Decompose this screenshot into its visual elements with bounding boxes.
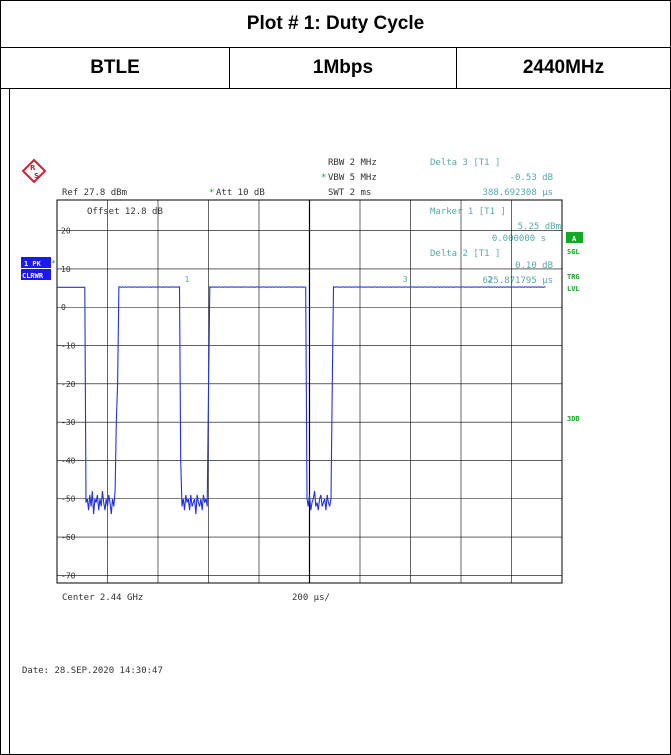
3db-label: 3DB — [567, 415, 580, 423]
y-tick-label: -10 — [61, 342, 76, 351]
rate-cell: 1Mbps — [230, 48, 457, 88]
trace-star: * — [51, 259, 56, 268]
marker1-time: 0.000000 s — [492, 234, 546, 244]
y-tick-label: 20 — [61, 227, 71, 236]
svg-text:S: S — [34, 172, 39, 180]
y-tick-label: 0 — [61, 303, 66, 312]
plot-title: Plot # 1: Duty Cycle — [1, 1, 670, 48]
y-tick-label: 10 — [61, 265, 71, 274]
y-tick-label: -40 — [61, 456, 76, 465]
trace-badge: 1 PK — [24, 260, 42, 268]
marker1-label: Marker 1 [T1 ] — [430, 207, 506, 217]
y-tick-label: -20 — [61, 380, 76, 389]
rbw-label: RBW 2 MHz — [328, 158, 377, 168]
trace-mode-bg — [21, 269, 51, 280]
marker-label: 1 — [185, 275, 190, 284]
trg-label: TRG — [567, 273, 580, 281]
trace-mode: CLRWR — [22, 272, 44, 280]
att-star: * — [209, 188, 214, 198]
plot-area: 20 10 0 -10 -20 -30 -40 -50 -60 -70 1 2 3 Offset 12.8… — [56, 199, 563, 584]
swt-label: SWT 2 ms — [328, 188, 371, 198]
vbw-star: * — [321, 173, 326, 183]
marker-label: 2 — [488, 275, 493, 284]
vbw-label: VBW 5 MHz — [328, 173, 377, 183]
svg-text:R: R — [30, 164, 36, 172]
header-row: BTLE 1Mbps 2440MHz — [1, 48, 670, 89]
marker-label: 3 — [403, 275, 408, 284]
sgl-label: SGL — [567, 248, 580, 256]
trace-line — [57, 286, 546, 515]
rohde-schwarz-logo: R S — [21, 158, 47, 184]
offset-label: Offset 12.8 dB — [87, 207, 163, 217]
center-label: Center 2.44 GHz — [62, 593, 143, 603]
trace-badge-bg — [21, 257, 51, 268]
left-rule — [9, 89, 10, 755]
delta2-level: 0.10 dB — [515, 261, 553, 271]
y-tick-label: -60 — [61, 533, 76, 542]
delta3-time: 388.692308 µs — [483, 188, 553, 198]
date-label: Date: 28.SEP.2020 14:30:47 — [22, 666, 163, 676]
delta2-label: Delta 2 [T1 ] — [430, 249, 500, 259]
delta3-level: -0.53 dB — [510, 173, 553, 183]
badge-a: A — [572, 235, 577, 243]
delta2-time: 625.871795 µs — [483, 276, 553, 286]
y-tick-label: -50 — [61, 495, 76, 504]
badge-a-bg — [566, 232, 583, 243]
lvl-label: LVL — [567, 285, 580, 293]
y-tick-label: -70 — [61, 571, 76, 580]
span-label: 200 µs/ — [292, 593, 330, 603]
delta3-label: Delta 3 [T1 ] — [430, 158, 500, 168]
y-tick-label: -30 — [61, 418, 76, 427]
att-label: Att 10 dB — [216, 188, 265, 198]
frequency-cell: 2440MHz — [522, 57, 605, 78]
ref-label: Ref 27.8 dBm — [62, 188, 127, 198]
marker1-level: 5.25 dBm — [518, 222, 561, 232]
mode-cell: BTLE — [1, 48, 230, 88]
